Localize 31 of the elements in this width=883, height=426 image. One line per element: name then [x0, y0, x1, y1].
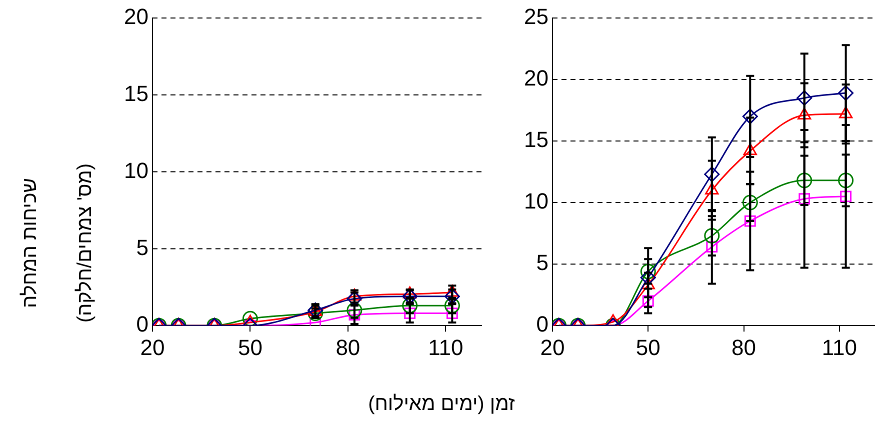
y-tick-label: 15 — [124, 80, 148, 106]
y-tick-label: 0 — [136, 312, 148, 337]
point — [742, 194, 758, 210]
point — [838, 172, 854, 188]
point — [796, 172, 812, 188]
y-tick-label: 15 — [524, 127, 548, 152]
y-tick-label: 0 — [536, 312, 548, 337]
x-axis-title: זמן (ימים מאילוח) — [367, 393, 516, 416]
x-tick-label: 110 — [822, 334, 857, 360]
x-tick-label: 80 — [732, 334, 756, 360]
x-tick-label: 50 — [636, 334, 660, 360]
point — [705, 182, 719, 195]
y-tick-label: 20 — [124, 4, 148, 30]
text: שכיחות המחלה (מס' צמחים/חלקה) — [19, 163, 96, 323]
point — [796, 90, 812, 106]
point — [704, 166, 720, 182]
y-tick-label: 10 — [524, 188, 548, 214]
y-tick-label: 25 — [524, 4, 548, 30]
point — [742, 108, 758, 124]
point — [606, 314, 620, 326]
point — [838, 85, 854, 101]
y-tick-label: 5 — [136, 234, 148, 260]
x-tick-label: 80 — [336, 334, 360, 360]
x-tick-label: 50 — [238, 334, 262, 360]
y-tick-label: 5 — [536, 250, 548, 276]
x-tick-label: 110 — [428, 334, 464, 360]
point — [744, 215, 756, 227]
point — [840, 190, 852, 202]
point — [798, 193, 810, 205]
y-tick-label: 20 — [524, 66, 548, 91]
y-tick-label: 10 — [124, 158, 148, 183]
